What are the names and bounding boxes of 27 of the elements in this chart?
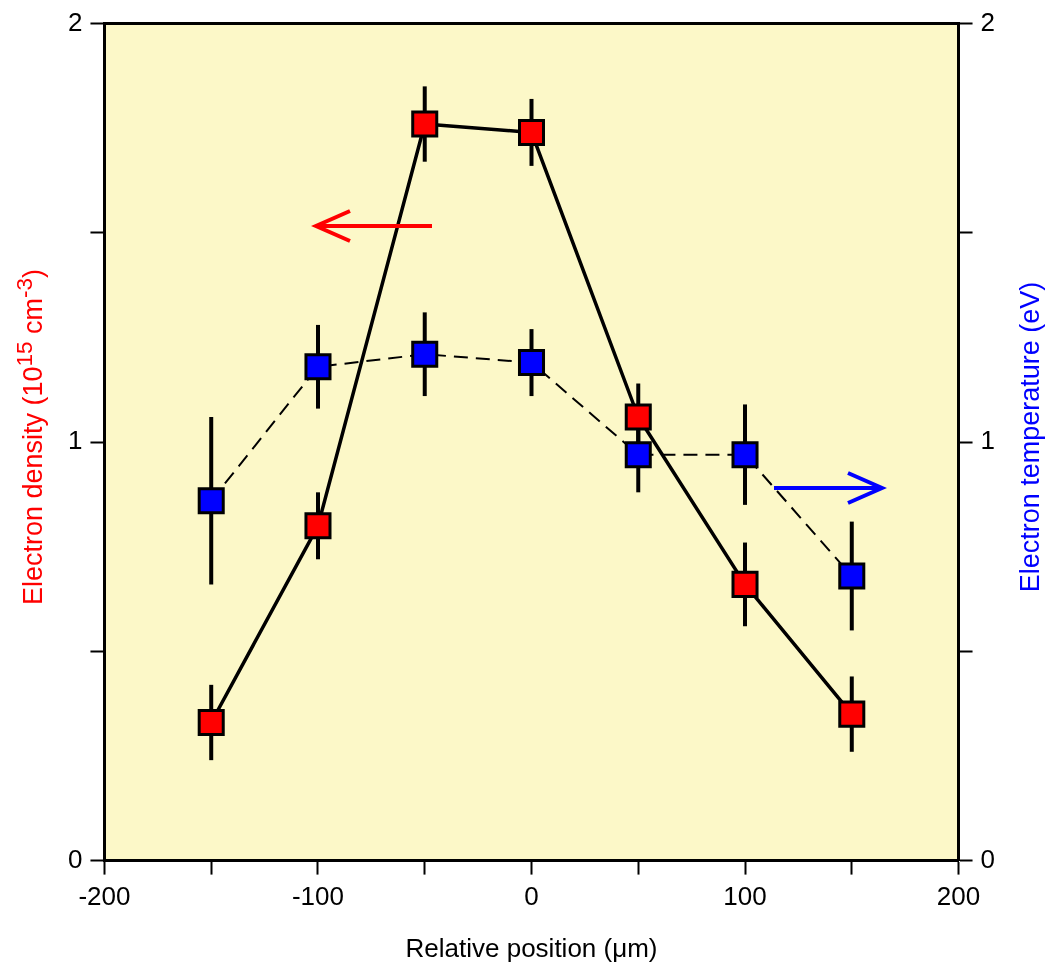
point [304,512,332,540]
y2-tick-label: 2 [980,6,996,37]
point [517,349,546,377]
point [411,110,439,138]
y-tick-label: 0 [67,843,83,874]
x-tick-label: -200 [78,881,131,912]
y-tick-label: 1 [67,425,83,456]
y2-tick-label: 1 [980,425,996,456]
x-tick-label: 0 [524,881,539,912]
point [197,487,225,515]
y2-axis-title: Electron temperature (eV) [1014,281,1046,593]
point [838,700,866,728]
y2-tick-label: 0 [980,843,996,874]
point [731,441,759,469]
x-tick-label: 100 [723,881,767,912]
point [731,570,759,598]
point [304,353,332,381]
point [838,562,866,590]
point [197,708,225,737]
x-tick-label: 200 [936,881,981,912]
point [517,118,546,146]
y-tick-label: 2 [67,6,83,37]
x-axis-title: Relative position (μm) [405,932,658,963]
point [411,340,439,368]
point [624,403,652,431]
point [624,441,652,469]
x-tick-label: -100 [291,881,344,912]
